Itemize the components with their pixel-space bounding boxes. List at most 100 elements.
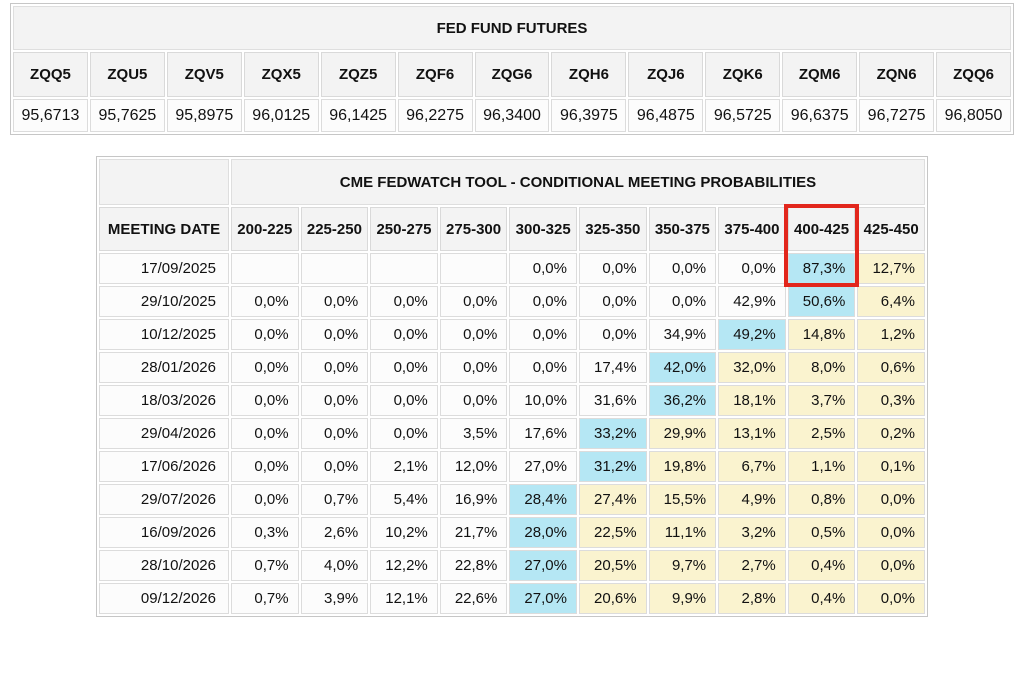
probability-cell: 2,1% bbox=[370, 451, 438, 482]
probability-cell: 14,8% bbox=[787, 319, 856, 350]
probability-cell: 0,0% bbox=[718, 253, 786, 284]
probability-cell: 0,0% bbox=[300, 385, 369, 416]
probability-cell: 0,0% bbox=[439, 352, 508, 383]
probability-cell: 0,0% bbox=[509, 319, 577, 350]
futures-contract-header: ZQQ6 bbox=[936, 52, 1011, 97]
probability-cell: 27,0% bbox=[509, 583, 577, 614]
probability-cell: 0,0% bbox=[857, 484, 925, 515]
futures-price-cell: 96,7275 bbox=[859, 99, 935, 132]
rate-column-header: 325-350 bbox=[578, 207, 647, 251]
probability-cell: 6,4% bbox=[857, 286, 925, 317]
probability-cell: 0,0% bbox=[439, 286, 508, 317]
probability-cell: 0,0% bbox=[231, 319, 299, 350]
probability-cell: 6,7% bbox=[718, 451, 786, 482]
fed-fund-futures-table: FED FUND FUTURES ZQQ5 ZQU5 ZQV5 ZQX5 ZQZ5 ZQF… bbox=[10, 3, 1014, 135]
probability-cell: 20,6% bbox=[578, 583, 647, 614]
futures-price-cell: 96,3975 bbox=[551, 99, 627, 132]
fedwatch-table-title: CME FEDWATCH TOOL - CONDITIONAL MEETING … bbox=[231, 159, 925, 205]
probability-cell: 3,7% bbox=[787, 385, 856, 416]
probability-cell: 16,9% bbox=[439, 484, 508, 515]
probability-cell: 0,0% bbox=[509, 352, 577, 383]
probability-cell: 87,3% bbox=[787, 253, 856, 284]
probability-cell: 0,7% bbox=[231, 583, 299, 614]
fedwatch-row: 29/04/2026 0,0% 0,0% 0,0% 3,5% 17,6% 33,2% 29,9… bbox=[99, 418, 925, 449]
probability-cell: 5,4% bbox=[370, 484, 438, 515]
probability-cell: 0,4% bbox=[787, 550, 856, 581]
meeting-date-cell: 28/10/2026 bbox=[99, 550, 229, 581]
probability-cell: 19,8% bbox=[648, 451, 717, 482]
meeting-date-cell: 16/09/2026 bbox=[99, 517, 229, 548]
rate-column-header: 375-400 bbox=[718, 207, 786, 251]
probability-cell: 3,2% bbox=[718, 517, 786, 548]
futures-table-title: FED FUND FUTURES bbox=[13, 6, 1011, 50]
meeting-date-header: MEETING DATE bbox=[99, 207, 229, 251]
probability-cell: 22,5% bbox=[578, 517, 647, 548]
probability-cell: 0,0% bbox=[857, 517, 925, 548]
rate-column-header: 275-300 bbox=[439, 207, 508, 251]
probability-cell: 27,0% bbox=[509, 550, 577, 581]
meeting-date-cell: 29/10/2025 bbox=[99, 286, 229, 317]
probability-cell: 1,2% bbox=[857, 319, 925, 350]
rate-column-header: 425-450 bbox=[857, 207, 925, 251]
futures-contract-header: ZQQ5 bbox=[13, 52, 88, 97]
futures-header-row: ZQQ5 ZQU5 ZQV5 ZQX5 ZQZ5 ZQF6 ZQG6 ZQH6 ZQJ6 ZQK6… bbox=[13, 52, 1011, 97]
probability-cell: 0,0% bbox=[578, 319, 647, 350]
probability-cell bbox=[300, 253, 369, 284]
probability-cell: 0,0% bbox=[300, 418, 369, 449]
probability-cell: 0,0% bbox=[231, 286, 299, 317]
meeting-date-cell: 29/07/2026 bbox=[99, 484, 229, 515]
probability-cell: 11,1% bbox=[648, 517, 717, 548]
probability-cell: 31,6% bbox=[578, 385, 647, 416]
probability-cell: 0,0% bbox=[300, 451, 369, 482]
probability-cell: 10,2% bbox=[370, 517, 438, 548]
futures-contract-header: ZQU5 bbox=[89, 52, 165, 97]
probability-cell: 0,0% bbox=[231, 352, 299, 383]
probability-cell: 0,0% bbox=[370, 286, 438, 317]
probability-cell: 13,1% bbox=[718, 418, 786, 449]
probability-cell: 8,0% bbox=[787, 352, 856, 383]
fedwatch-row: 29/07/2026 0,0% 0,7% 5,4% 16,9% 28,4% 27,4% 15,… bbox=[99, 484, 925, 515]
meeting-date-cell: 29/04/2026 bbox=[99, 418, 229, 449]
probability-cell: 18,1% bbox=[718, 385, 786, 416]
probability-cell: 1,1% bbox=[787, 451, 856, 482]
probability-cell: 0,5% bbox=[787, 517, 856, 548]
probability-cell: 12,0% bbox=[439, 451, 508, 482]
fedwatch-row: 29/10/2025 0,0% 0,0% 0,0% 0,0% 0,0% 0,0% 0,0% 42… bbox=[99, 286, 925, 317]
futures-contract-header: ZQH6 bbox=[551, 52, 627, 97]
futures-price-cell: 96,1425 bbox=[320, 99, 396, 132]
futures-price-cell: 95,6713 bbox=[13, 99, 88, 132]
rate-column-header: 350-375 bbox=[648, 207, 717, 251]
futures-contract-header: ZQJ6 bbox=[628, 52, 704, 97]
probability-cell: 20,5% bbox=[578, 550, 647, 581]
probability-cell: 17,6% bbox=[509, 418, 577, 449]
probability-cell: 27,0% bbox=[509, 451, 577, 482]
probability-cell: 0,0% bbox=[231, 418, 299, 449]
probability-cell: 50,6% bbox=[787, 286, 856, 317]
futures-contract-header: ZQF6 bbox=[397, 52, 473, 97]
fedwatch-row: 17/06/2026 0,0% 0,0% 2,1% 12,0% 27,0% 31,2% 19,… bbox=[99, 451, 925, 482]
rate-column-header: 400-425 bbox=[787, 207, 856, 251]
probability-cell: 2,5% bbox=[787, 418, 856, 449]
probability-cell: 0,3% bbox=[857, 385, 925, 416]
probability-cell: 0,0% bbox=[370, 352, 438, 383]
futures-price-cell: 96,8050 bbox=[936, 99, 1011, 132]
probability-cell: 0,0% bbox=[370, 418, 438, 449]
fedwatch-section: CME FEDWATCH TOOL - CONDITIONAL MEETING … bbox=[96, 156, 928, 617]
probability-cell: 3,5% bbox=[439, 418, 508, 449]
fedwatch-corner-cell bbox=[99, 159, 229, 205]
meeting-date-cell: 28/01/2026 bbox=[99, 352, 229, 383]
probability-cell: 9,9% bbox=[648, 583, 717, 614]
probability-cell: 0,0% bbox=[370, 385, 438, 416]
futures-price-cell: 96,2275 bbox=[397, 99, 473, 132]
futures-contract-header: ZQM6 bbox=[782, 52, 858, 97]
probability-cell: 42,9% bbox=[718, 286, 786, 317]
fedwatch-title-row: CME FEDWATCH TOOL - CONDITIONAL MEETING … bbox=[99, 159, 925, 205]
rate-column-header: 300-325 bbox=[509, 207, 577, 251]
futures-contract-header: ZQX5 bbox=[243, 52, 319, 97]
probability-cell: 12,1% bbox=[370, 583, 438, 614]
probability-cell: 49,2% bbox=[718, 319, 786, 350]
futures-price-cell: 96,6375 bbox=[782, 99, 858, 132]
probability-cell: 0,0% bbox=[648, 253, 717, 284]
probability-cell: 28,4% bbox=[509, 484, 577, 515]
fedwatch-table: CME FEDWATCH TOOL - CONDITIONAL MEETING … bbox=[96, 156, 928, 617]
